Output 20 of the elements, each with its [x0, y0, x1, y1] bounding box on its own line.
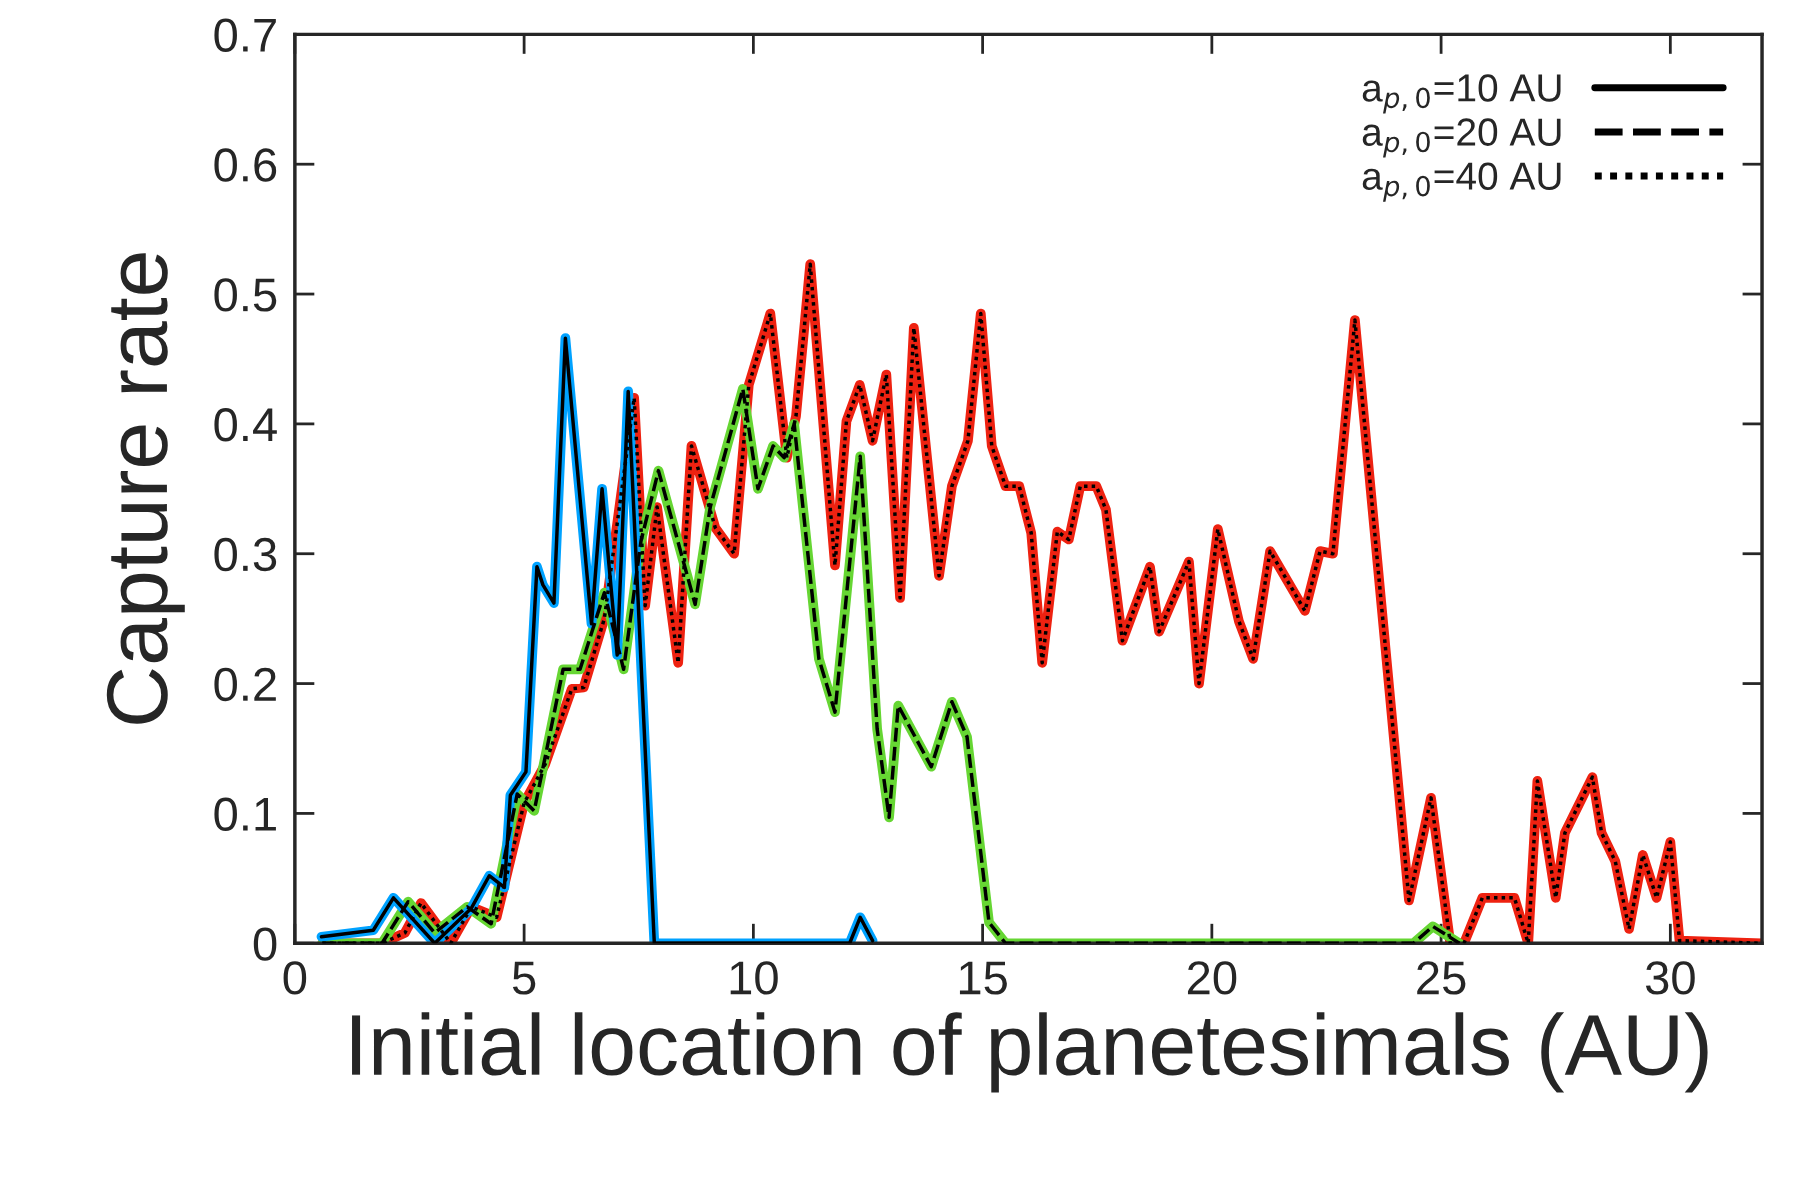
x-axis-title: Initial location of planetesimals (AU) — [352, 1012, 1708, 1093]
y-tick-label: 0.6 — [214, 148, 277, 182]
x-tick-label: 0 — [283, 961, 307, 995]
x-tick-label: 30 — [1645, 961, 1695, 995]
legend-label: a$_{p,0}$=10 AU — [1362, 74, 1561, 114]
x-tick-label: 20 — [1187, 961, 1237, 995]
y-axis-title: Capture rate — [106, 253, 185, 724]
y-tick-label: 0.3 — [214, 537, 277, 572]
y-tick-label: 0.7 — [214, 18, 276, 52]
x-tick-label: 5 — [512, 961, 536, 995]
y-tick-label: 0.5 — [214, 278, 277, 312]
legend-label: a$_{p,0}$=20 AU — [1362, 118, 1561, 158]
y-tick-label: 0.4 — [214, 408, 277, 442]
y-tick-label: 0 — [253, 927, 277, 961]
legend-label: a$_{p,0}$=40 AU — [1362, 162, 1561, 202]
x-tick-label: 25 — [1417, 961, 1466, 995]
x-tick-label: 15 — [959, 961, 1007, 995]
y-tick-label: 0.1 — [214, 797, 276, 831]
x-tick-label: 10 — [730, 961, 778, 995]
y-tick-label: 0.2 — [214, 667, 276, 702]
